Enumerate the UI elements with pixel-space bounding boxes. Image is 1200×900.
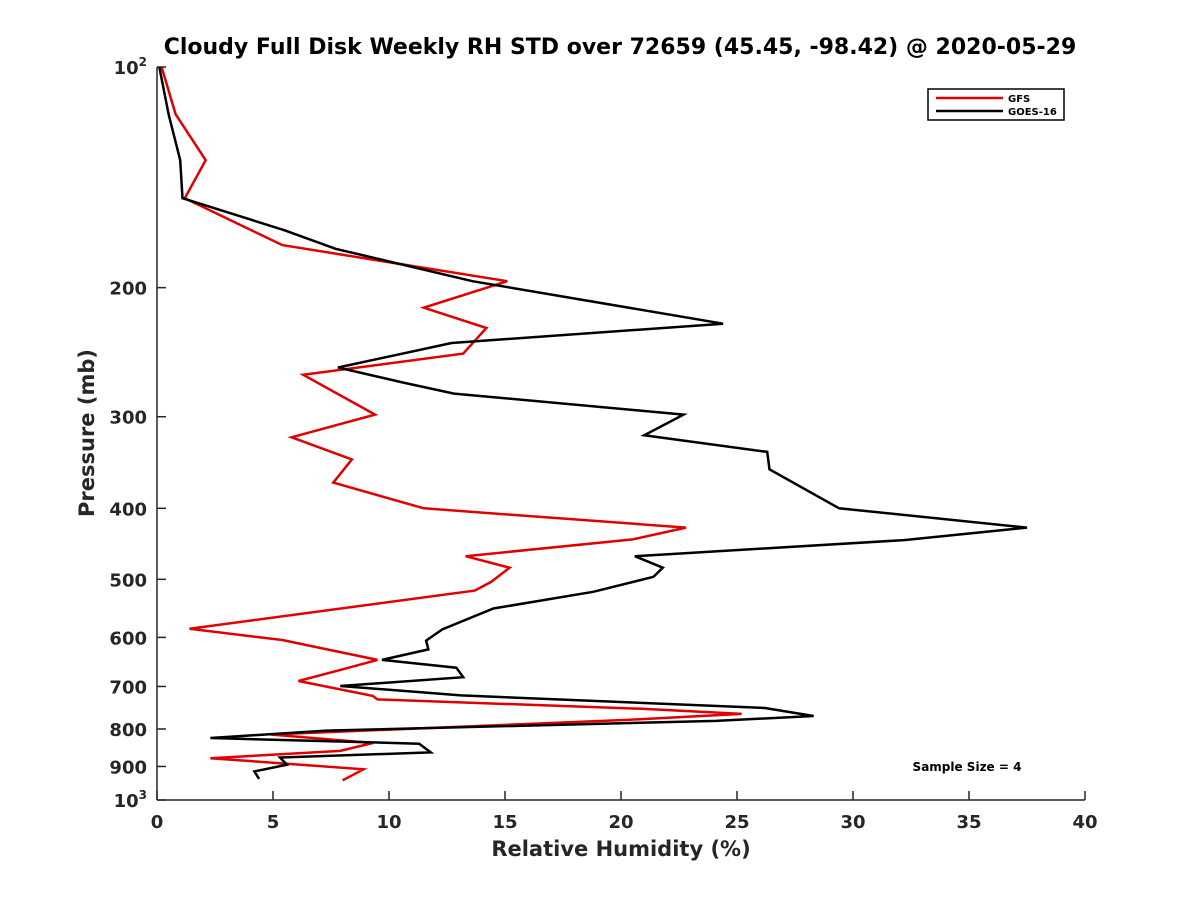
series-line-goes-16 <box>158 66 1028 780</box>
x-tick-label: 10 <box>376 812 401 833</box>
y-tick-label: 800 <box>109 720 147 741</box>
x-axis-label: Relative Humidity (%) <box>491 837 750 861</box>
y-tick-label: 400 <box>109 499 147 520</box>
y-tick-label: 600 <box>109 628 147 649</box>
plot-area: 0 5 10 15 20 25 30 35 40 102 200 300 400 500 600 700 800… <box>109 55 1097 833</box>
y-tick-label: 700 <box>109 677 147 698</box>
x-tick-label: 5 <box>267 812 280 833</box>
y-tick-label: 900 <box>109 757 147 778</box>
y-tick-label: 500 <box>109 570 147 591</box>
y-tick-label: 102 <box>114 55 147 79</box>
legend: GFS GOES-16 <box>927 88 1065 121</box>
x-tick-label: 40 <box>1072 812 1097 833</box>
y-axis-label: Pressure (mb) <box>75 349 99 517</box>
chart-title: Cloudy Full Disk Weekly RH STD over 7265… <box>164 35 1077 60</box>
y-tick-label: 200 <box>109 279 147 300</box>
legend-box <box>927 88 1065 121</box>
x-tick-label: 25 <box>724 812 749 833</box>
legend-label-gfs: GFS <box>1008 94 1030 105</box>
y-tick-label: 300 <box>109 408 147 429</box>
series-line-gfs <box>160 66 742 782</box>
sample-size-annotation: Sample Size = 4 <box>913 760 1022 774</box>
legend-label-goes-16: GOES-16 <box>1008 107 1057 118</box>
x-tick-label: 35 <box>956 812 981 833</box>
x-tick-label: 15 <box>492 812 517 833</box>
y-tick-label: 103 <box>114 788 147 812</box>
x-tick-label: 0 <box>151 812 164 833</box>
x-tick-label: 30 <box>840 812 865 833</box>
x-tick-label: 20 <box>608 812 633 833</box>
